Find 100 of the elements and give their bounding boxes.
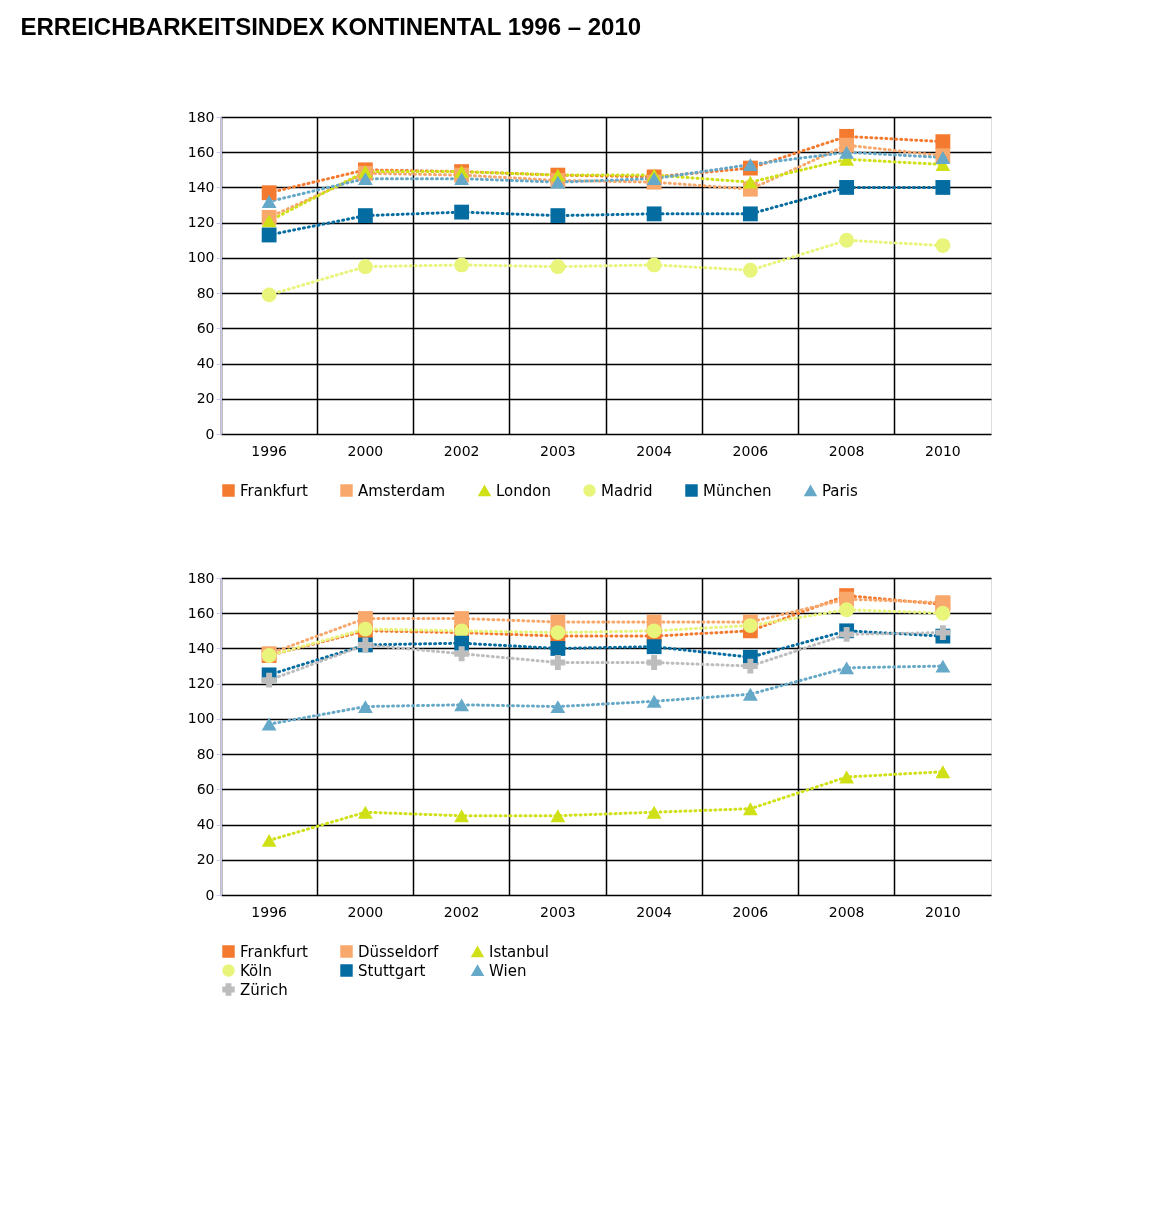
legend-label: Istanbul (489, 942, 550, 961)
point (646, 623, 662, 639)
legend-label: Düsseldorf (358, 942, 439, 961)
x-tick-label: 2000 (347, 442, 384, 459)
x-tick-label: 2006 (732, 903, 769, 920)
point (454, 257, 470, 273)
y-tick-label: 0 (205, 425, 215, 442)
point (839, 180, 855, 195)
y-tick-label: 40 (196, 816, 215, 833)
y-tick-label: 100 (187, 249, 215, 266)
legend-label: Paris (822, 481, 858, 500)
x-tick-label: 2010 (925, 903, 961, 920)
point (261, 287, 277, 303)
y-tick-label: 80 (196, 284, 215, 301)
y-tick-label: 80 (196, 745, 215, 762)
y-tick-label: 120 (187, 214, 215, 231)
y-tick-label: 40 (196, 355, 215, 372)
legend-label: Stuttgart (358, 961, 426, 980)
point (261, 833, 277, 847)
point (646, 805, 662, 819)
legend-label: München (703, 481, 772, 500)
y-tick-label: 140 (187, 639, 215, 656)
chart-title: ERREICHBARKEITSINDEX KONTINENTAL 1996 – 2010 (20, 12, 642, 40)
legend-label: Wien (489, 961, 527, 980)
y-tick-label: 160 (187, 604, 215, 621)
point (454, 646, 470, 662)
point (261, 672, 277, 688)
point (742, 618, 758, 633)
point (454, 204, 470, 220)
point (839, 232, 855, 248)
x-tick-label: 2008 (828, 442, 865, 459)
y-tick-label: 60 (196, 319, 215, 336)
point (357, 700, 373, 713)
legend-label: London (496, 481, 551, 500)
legend-label: Madrid (601, 481, 653, 500)
point (839, 145, 855, 159)
point (261, 214, 277, 228)
x-tick-label: 2004 (636, 903, 673, 920)
point (839, 770, 855, 784)
point (935, 238, 951, 253)
point (742, 158, 758, 171)
y-tick-label: 160 (187, 143, 215, 160)
point (357, 208, 373, 224)
x-tick-label: 2006 (732, 442, 769, 459)
point (646, 694, 662, 708)
point (357, 805, 373, 819)
point (550, 208, 566, 224)
point (454, 611, 470, 626)
x-tick-label: 2010 (925, 442, 961, 459)
point (742, 687, 758, 701)
point (550, 625, 566, 640)
point (935, 765, 951, 779)
y-tick-label: 180 (187, 569, 215, 586)
x-tick-label: 2003 (540, 442, 576, 459)
point (646, 206, 662, 222)
point (742, 802, 758, 816)
point (839, 661, 855, 675)
x-tick-label: 1996 (251, 442, 288, 459)
y-tick-label: 120 (187, 675, 215, 692)
point (454, 172, 470, 186)
point (935, 134, 951, 150)
point (550, 641, 566, 656)
point (839, 602, 855, 618)
point (742, 175, 758, 189)
point (357, 172, 373, 186)
point (261, 717, 277, 731)
point (935, 605, 951, 621)
point (261, 227, 277, 243)
y-tick-label: 20 (196, 390, 215, 407)
point (646, 257, 662, 273)
legend-label: Köln (240, 961, 272, 980)
point (935, 180, 951, 195)
point (550, 809, 566, 823)
legend-label: Frankfurt (240, 481, 309, 500)
x-tick-label: 2002 (443, 903, 480, 920)
point (742, 262, 758, 278)
point (935, 659, 951, 673)
point (454, 809, 470, 823)
point (550, 655, 566, 670)
point (550, 700, 566, 713)
point (357, 259, 373, 275)
point (646, 655, 662, 670)
point (742, 206, 758, 222)
y-tick-label: 140 (187, 178, 215, 195)
x-tick-label: 2003 (540, 903, 576, 920)
x-tick-label: 2004 (636, 442, 673, 459)
x-tick-label: 1996 (251, 903, 288, 920)
point (454, 698, 470, 712)
x-tick-label: 2008 (828, 903, 865, 920)
x-tick-label: 2000 (347, 903, 384, 920)
point (742, 658, 758, 674)
y-tick-label: 100 (187, 710, 215, 727)
point (646, 639, 662, 655)
point (261, 185, 277, 201)
y-tick-label: 20 (196, 851, 215, 868)
legend-label: Zürich (240, 980, 288, 999)
y-tick-label: 180 (187, 108, 215, 125)
point (261, 195, 277, 208)
point (550, 259, 566, 275)
x-tick-label: 2002 (443, 442, 480, 459)
